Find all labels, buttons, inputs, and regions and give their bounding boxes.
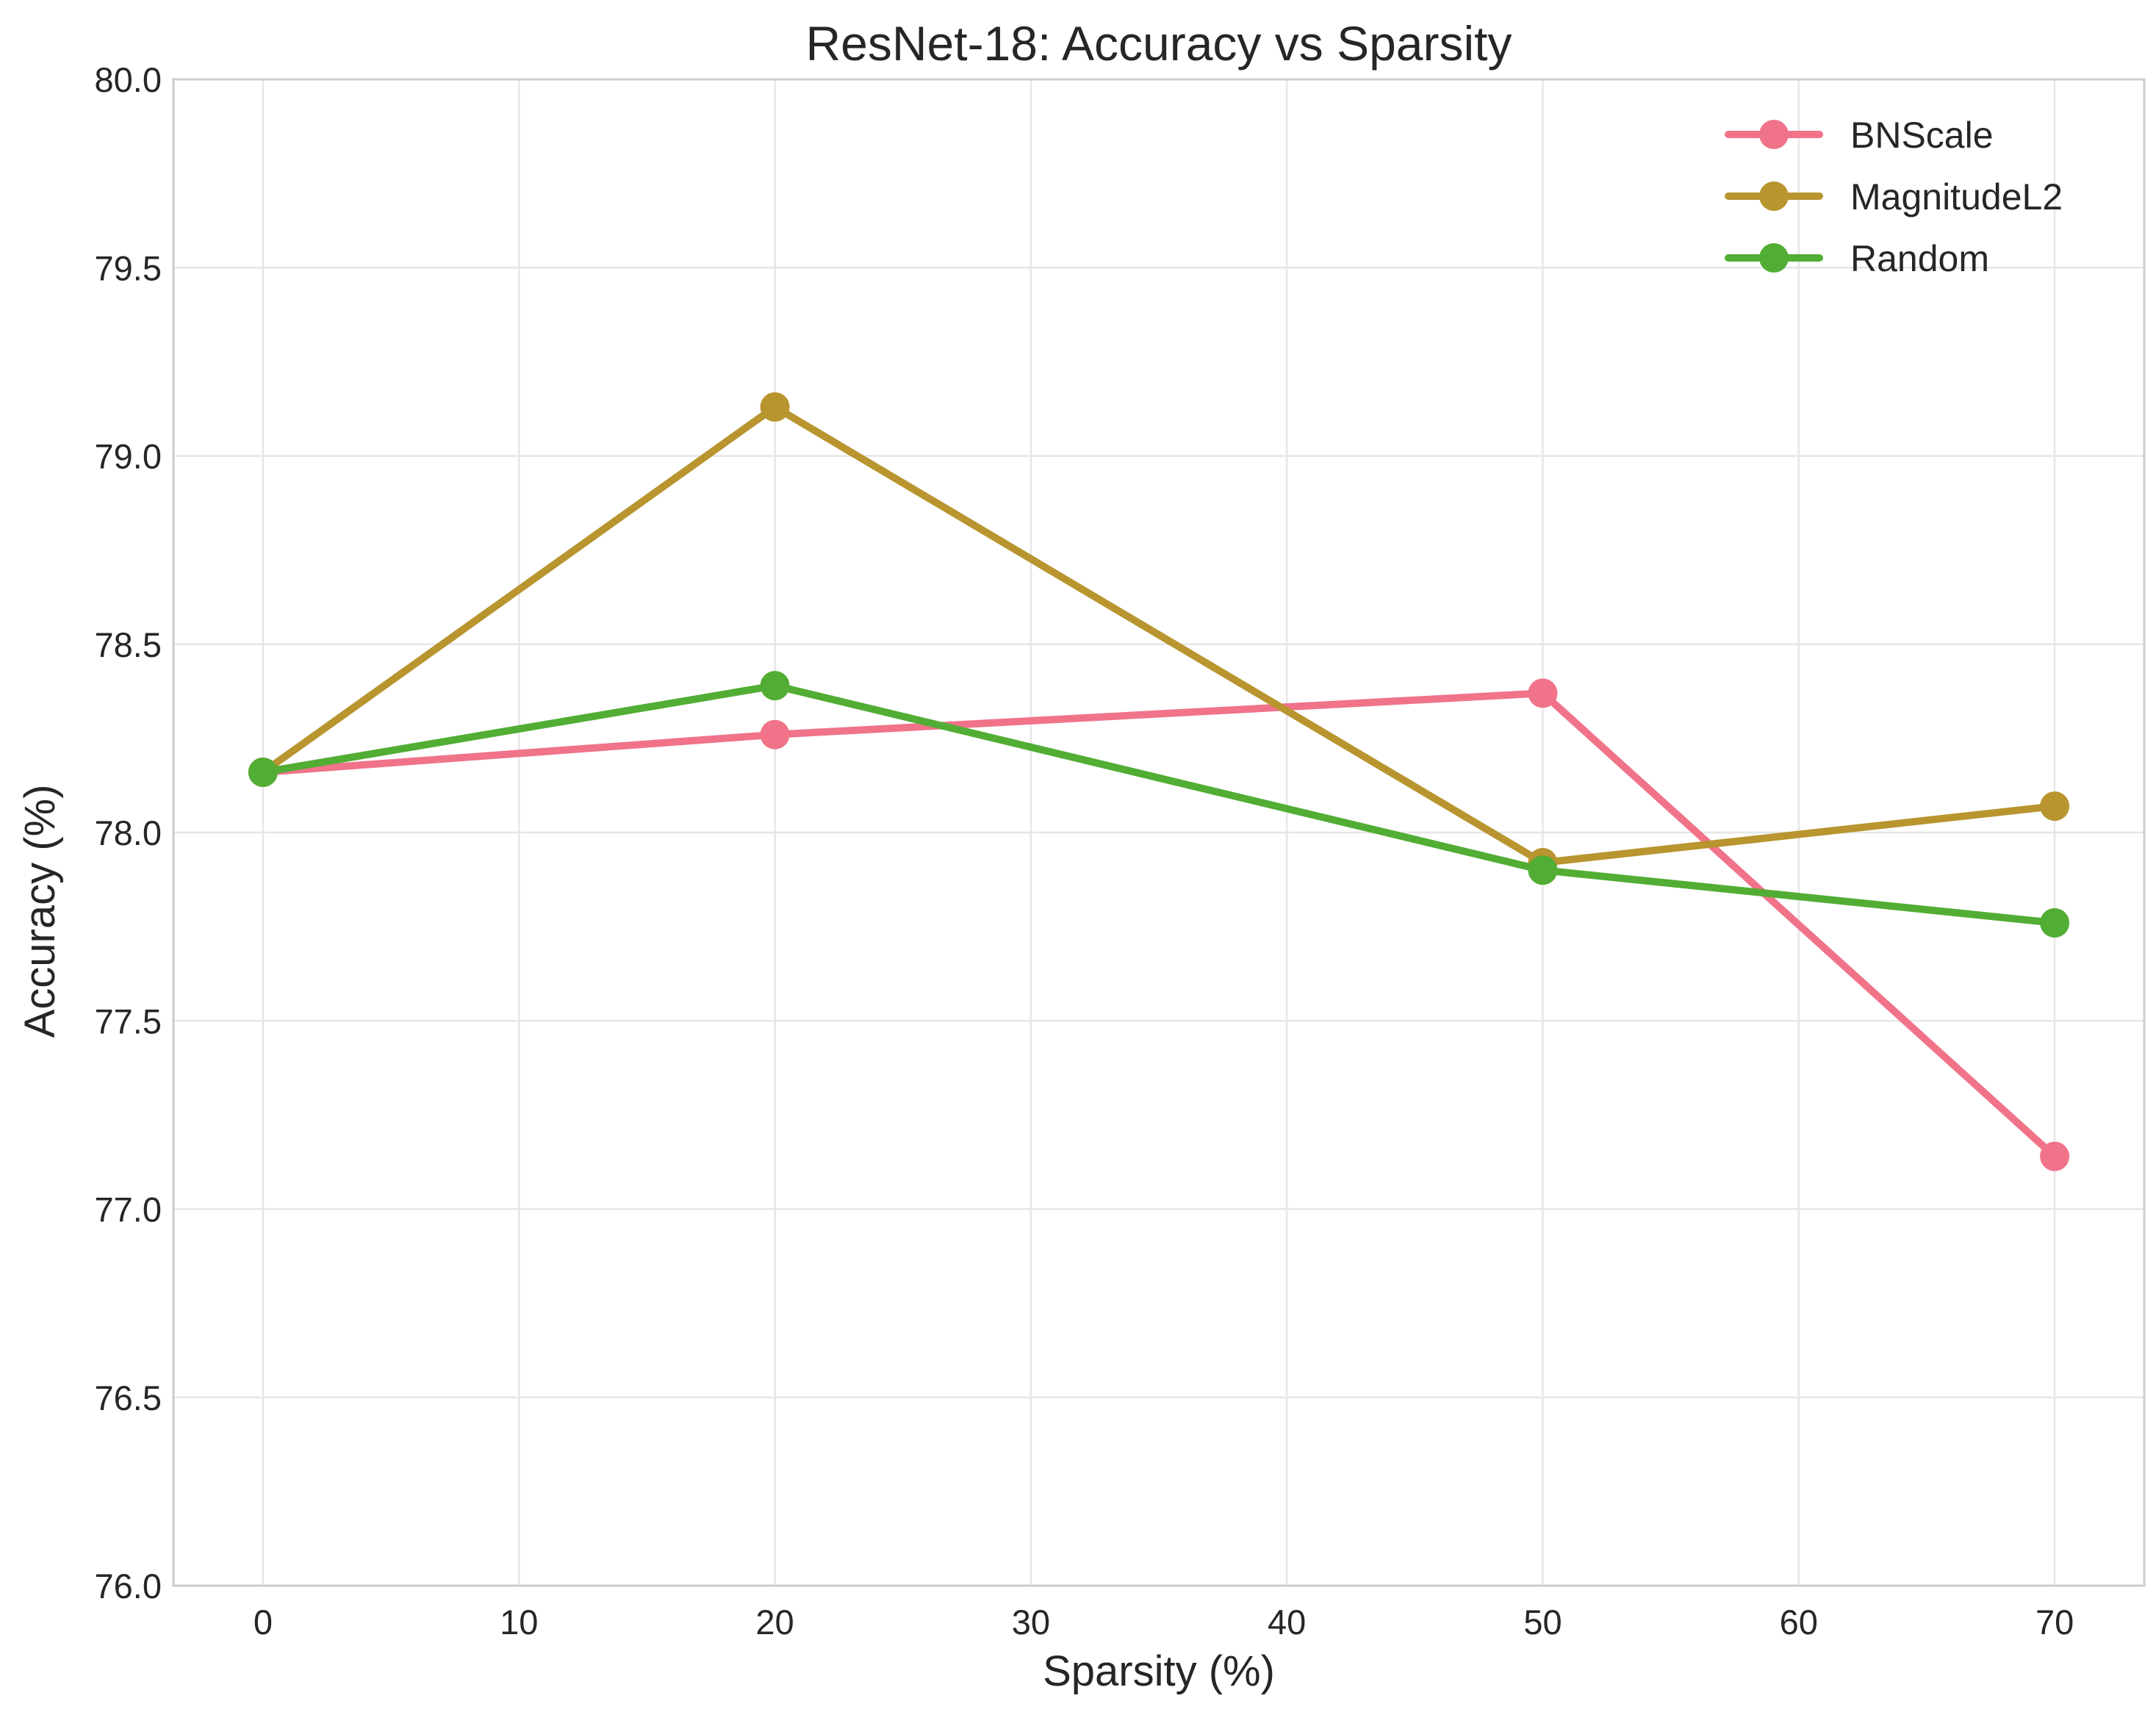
- x-tick-label: 30: [1012, 1603, 1050, 1642]
- series-random: [248, 671, 2070, 938]
- y-tick-label: 78.0: [95, 813, 162, 852]
- x-axis-label: Sparsity (%): [1043, 1647, 1275, 1695]
- y-axis-label: Accuracy (%): [16, 785, 64, 1038]
- y-tick-label: 80.0: [95, 60, 162, 99]
- x-tick-label: 40: [1268, 1603, 1306, 1642]
- y-tick-label: 79.5: [95, 248, 162, 287]
- legend: BNScale MagnitudeL2 Random: [1725, 115, 2063, 279]
- x-axis-ticks: 0 10 20 30 40 50 60 70: [254, 1603, 2074, 1642]
- y-tick-label: 77.0: [95, 1190, 162, 1229]
- legend-marker-magnitudel2: [1759, 181, 1789, 211]
- legend-label-bnscale: BNScale: [1850, 115, 1994, 156]
- legend-marker-random: [1759, 243, 1789, 273]
- x-tick-label: 0: [254, 1603, 273, 1642]
- y-axis-ticks: 76.0 76.5 77.0 77.5 78.0 78.5 79.0 79.5 80.0: [95, 60, 162, 1606]
- y-tick-label: 76.0: [95, 1567, 162, 1606]
- data-point-bnscale: [1528, 678, 1558, 708]
- series-line-bnscale: [259, 689, 2059, 1160]
- data-point-random: [248, 758, 278, 787]
- data-point-random: [760, 671, 790, 701]
- x-tick-label: 50: [1523, 1603, 1562, 1642]
- data-point-bnscale: [2040, 1141, 2070, 1171]
- x-tick-label: 60: [1780, 1603, 1818, 1642]
- data-point-random: [2040, 908, 2070, 938]
- x-tick-label: 20: [755, 1603, 794, 1642]
- chart-title: ResNet-18: Accuracy vs Sparsity: [806, 16, 1512, 71]
- legend-label-random: Random: [1850, 238, 1989, 279]
- y-tick-label: 78.5: [95, 625, 162, 664]
- x-tick-label: 70: [2035, 1603, 2074, 1642]
- y-tick-label: 79.0: [95, 437, 162, 476]
- series-line-magnitudel2: [259, 403, 2059, 866]
- legend-marker-bnscale: [1759, 120, 1789, 149]
- data-point-magnitudel2: [760, 392, 790, 422]
- series-layer: [248, 392, 2070, 1171]
- legend-label-magnitudel2: MagnitudeL2: [1850, 176, 2063, 217]
- data-point-random: [1528, 855, 1558, 885]
- y-tick-label: 76.5: [95, 1378, 162, 1417]
- series-line-random: [259, 682, 2059, 927]
- plot-area-frame: [172, 78, 2146, 1587]
- x-tick-label: 10: [500, 1603, 538, 1642]
- data-point-magnitudel2: [2040, 791, 2070, 821]
- data-point-bnscale: [760, 719, 790, 749]
- y-tick-label: 77.5: [95, 1002, 162, 1040]
